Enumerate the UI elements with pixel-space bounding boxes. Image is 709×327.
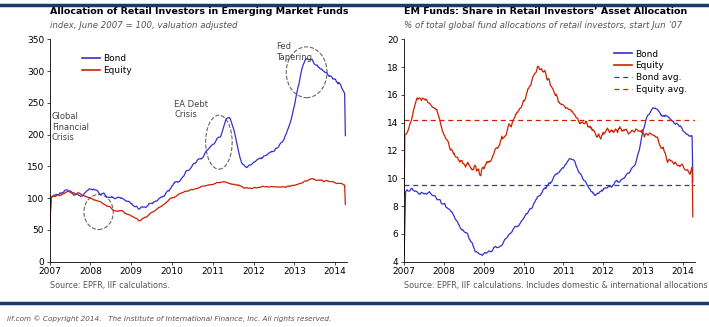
Text: EA Debt
Crisis: EA Debt Crisis — [174, 100, 208, 119]
Text: Source: EPFR, IIF calculations. Includes domestic & international allocations: Source: EPFR, IIF calculations. Includes… — [404, 281, 708, 290]
Text: EM Funds: Share in Retail Investors’ Asset Allocation: EM Funds: Share in Retail Investors’ Ass… — [404, 7, 688, 16]
Text: Source: EPFR, IIF calculations.: Source: EPFR, IIF calculations. — [50, 281, 169, 290]
Text: index, June 2007 = 100, valuation adjusted: index, June 2007 = 100, valuation adjust… — [50, 21, 237, 29]
Legend: Bond, Equity, Bond avg., Equity avg.: Bond, Equity, Bond avg., Equity avg. — [610, 46, 691, 97]
Text: % of total global fund allocations of retail investors, start Jun ’07: % of total global fund allocations of re… — [404, 21, 682, 29]
Text: Allocation of Retail Investors in Emerging Market Funds: Allocation of Retail Investors in Emergi… — [50, 7, 348, 16]
Text: Global
Financial
Crisis: Global Financial Crisis — [52, 112, 89, 142]
Legend: Bond, Equity: Bond, Equity — [78, 50, 135, 78]
Text: Fed
Tapering: Fed Tapering — [276, 43, 312, 62]
Text: iif.com © Copyright 2014.   The Institute of International Finance, Inc. All rig: iif.com © Copyright 2014. The Institute … — [7, 316, 331, 322]
